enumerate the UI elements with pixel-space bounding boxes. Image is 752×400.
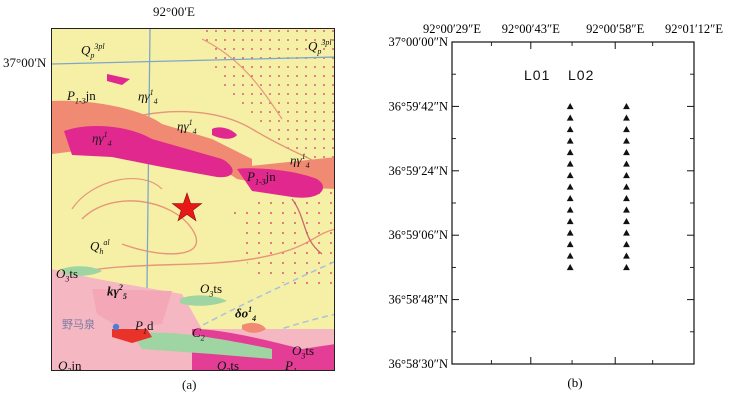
x-tick-label-0: 92°00′29″E <box>423 22 481 36</box>
granite-body-1 <box>64 125 233 178</box>
panel-a-caption: (a) <box>182 377 197 392</box>
series-label-l01: L01 <box>524 67 551 83</box>
survey-point-l02-5 <box>623 149 630 156</box>
survey-point-l02-8 <box>623 183 630 190</box>
survey-point-l01-9 <box>566 195 574 202</box>
y-tick-label-5: 36°58′30″N <box>389 357 448 371</box>
survey-point-l01-13 <box>566 241 574 248</box>
survey-point-l02-2 <box>623 114 630 121</box>
geological-map: Qp3pl Qp3pl P1-3jn ηγ14 ηγ14 ηγ14 ηγ14 P… <box>51 28 335 371</box>
pink-unit-sw2 <box>92 289 172 329</box>
survey-point-l02-4 <box>623 137 630 144</box>
survey-point-l02-3 <box>623 126 630 133</box>
unit-k-gamma: kγ25 <box>107 283 127 301</box>
x-tick-label-1: 92°00′43″E <box>502 22 560 36</box>
chart-frame <box>451 41 695 365</box>
unit-o3ts-left: O3ts <box>56 266 79 284</box>
survey-point-l02-9 <box>623 195 630 202</box>
x-tick-label-2: 92°00′58″E <box>586 22 644 36</box>
x-tick-label-3: 92°01′12″E <box>665 22 723 36</box>
survey-point-l02-15 <box>623 264 630 271</box>
unit-p1-bottom: P1 <box>285 358 297 371</box>
green-unit-bottom <box>132 332 272 359</box>
map-top-longitude-label: 92°00′E <box>153 4 195 19</box>
place-marker-icon <box>112 323 120 331</box>
survey-point-l01-7 <box>566 172 574 179</box>
granite-body-3 <box>212 127 237 139</box>
y-tick-label-3: 36°59′06″N <box>389 228 448 242</box>
survey-point-l02-1 <box>623 103 630 110</box>
survey-points <box>566 103 630 271</box>
survey-point-l01-14 <box>566 252 574 259</box>
survey-point-l02-6 <box>623 160 630 167</box>
unit-p1jn-upper: P1-3jn <box>67 88 96 106</box>
survey-point-l01-15 <box>566 264 574 271</box>
unit-qp-right: Qp3pl <box>308 38 332 56</box>
survey-point-l02-7 <box>623 172 630 179</box>
survey-point-l01-12 <box>566 229 574 236</box>
survey-point-l01-11 <box>566 218 574 225</box>
series-label-l02: L02 <box>568 67 595 83</box>
unit-qh-al: Qhal <box>90 238 110 256</box>
green-lens-2 <box>180 295 227 306</box>
y-tick-label-4: 36°58′48″N <box>389 293 448 307</box>
x-axis: 92°00′29″E 92°00′43″E 92°00′58″E 92°01′12″E <box>423 22 723 364</box>
survey-point-l01-2 <box>566 114 574 121</box>
study-area-star-icon <box>171 192 203 222</box>
survey-point-l01-4 <box>566 137 574 144</box>
survey-point-l01-6 <box>566 160 574 167</box>
survey-point-l02-12 <box>623 229 630 236</box>
y-tick-label-2: 36°59′24″N <box>389 164 448 178</box>
unit-q3jn-bottom: Q3jn <box>58 358 82 371</box>
unit-eta-gamma-left: ηγ14 <box>92 130 112 148</box>
survey-point-l01-5 <box>566 149 574 156</box>
survey-point-l01-10 <box>566 206 574 213</box>
unit-c2: C2 <box>192 325 205 343</box>
survey-point-l02-11 <box>623 218 630 225</box>
unit-qp-left: Qp3pl <box>81 42 105 60</box>
survey-point-l02-14 <box>623 252 630 259</box>
unit-eta-gamma-mid: ηγ14 <box>177 118 197 136</box>
geological-map-drawing <box>52 29 334 370</box>
panel-b-caption: (b) <box>567 375 582 390</box>
red-intrusion <box>112 329 152 343</box>
sand-dot-area-e <box>232 179 334 289</box>
unit-eta-gamma-upper: ηγ14 <box>138 88 158 106</box>
unit-eta-gamma-right: ηγ14 <box>290 152 310 170</box>
unit-p1d: P1d <box>135 318 154 336</box>
y-tick-label-0: 37°00′00″N <box>389 35 448 49</box>
y-axis: 37°00′00″N 36°59′42″N 36°59′24″N 36°59′06″N… <box>389 35 694 371</box>
y-tick-label-1: 36°59′42″N <box>389 99 448 113</box>
unit-o3ts-bottom-right: O3ts <box>292 343 315 361</box>
granite-body-2 <box>237 168 324 198</box>
survey-point-l01-8 <box>566 183 574 190</box>
orange-lens <box>242 322 266 333</box>
survey-point-l01-3 <box>566 126 574 133</box>
unit-o3ts-bottom: O3ts <box>217 358 240 371</box>
unit-o3ts-mid: O3ts <box>200 281 223 299</box>
survey-point-l01-1 <box>566 103 574 110</box>
survey-point-l02-10 <box>623 206 630 213</box>
unit-delta-o: δo14 <box>235 305 257 323</box>
granite-body-4 <box>107 74 130 85</box>
green-lens-1 <box>62 266 102 276</box>
grid-parallel <box>52 56 334 65</box>
survey-layout-chart: 92°00′29″E 92°00′43″E 92°00′58″E 92°01′12″E… <box>389 22 724 390</box>
unit-p1jn-lower: P1-3jn <box>247 169 276 187</box>
survey-point-l02-13 <box>623 241 630 248</box>
map-left-latitude-label: 37°00′N <box>3 55 47 70</box>
place-name-label: 野马泉 <box>62 318 95 331</box>
